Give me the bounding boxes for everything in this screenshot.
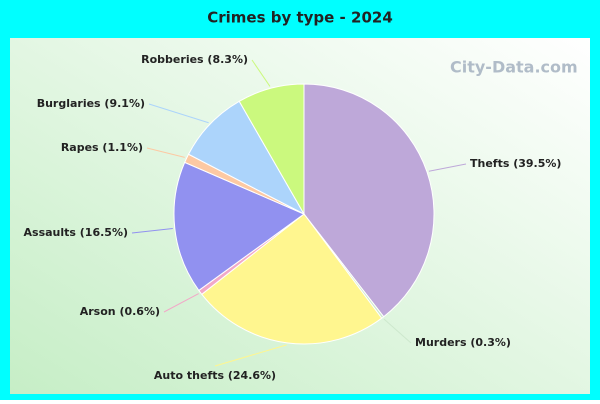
slice-label: Thefts (39.5%) bbox=[470, 157, 561, 170]
slice-label: Rapes (1.1%) bbox=[61, 141, 143, 154]
slice-label: Burglaries (9.1%) bbox=[37, 97, 145, 110]
pie-slice bbox=[201, 213, 383, 345]
slice-label: Arson (0.6%) bbox=[80, 305, 160, 318]
pie-slice bbox=[238, 83, 305, 216]
slice-label: Auto thefts (24.6%) bbox=[154, 369, 276, 382]
leader-line bbox=[131, 227, 173, 234]
slice-label: Murders (0.3%) bbox=[415, 336, 511, 349]
pie-slice bbox=[303, 83, 435, 318]
slice-label: Robberies (8.3%) bbox=[141, 53, 248, 66]
watermark: City-Data.com bbox=[450, 58, 578, 77]
leader-line bbox=[383, 318, 412, 344]
pie-slice bbox=[173, 161, 306, 292]
leader-line bbox=[251, 59, 271, 87]
leader-line bbox=[148, 103, 209, 124]
slice-label: Assaults (16.5%) bbox=[24, 226, 128, 239]
chart-title: Crimes by type - 2024 bbox=[207, 9, 393, 27]
leader-line bbox=[163, 293, 199, 313]
leader-line bbox=[214, 344, 287, 367]
leader-line bbox=[428, 163, 467, 172]
leader-line bbox=[146, 147, 185, 158]
